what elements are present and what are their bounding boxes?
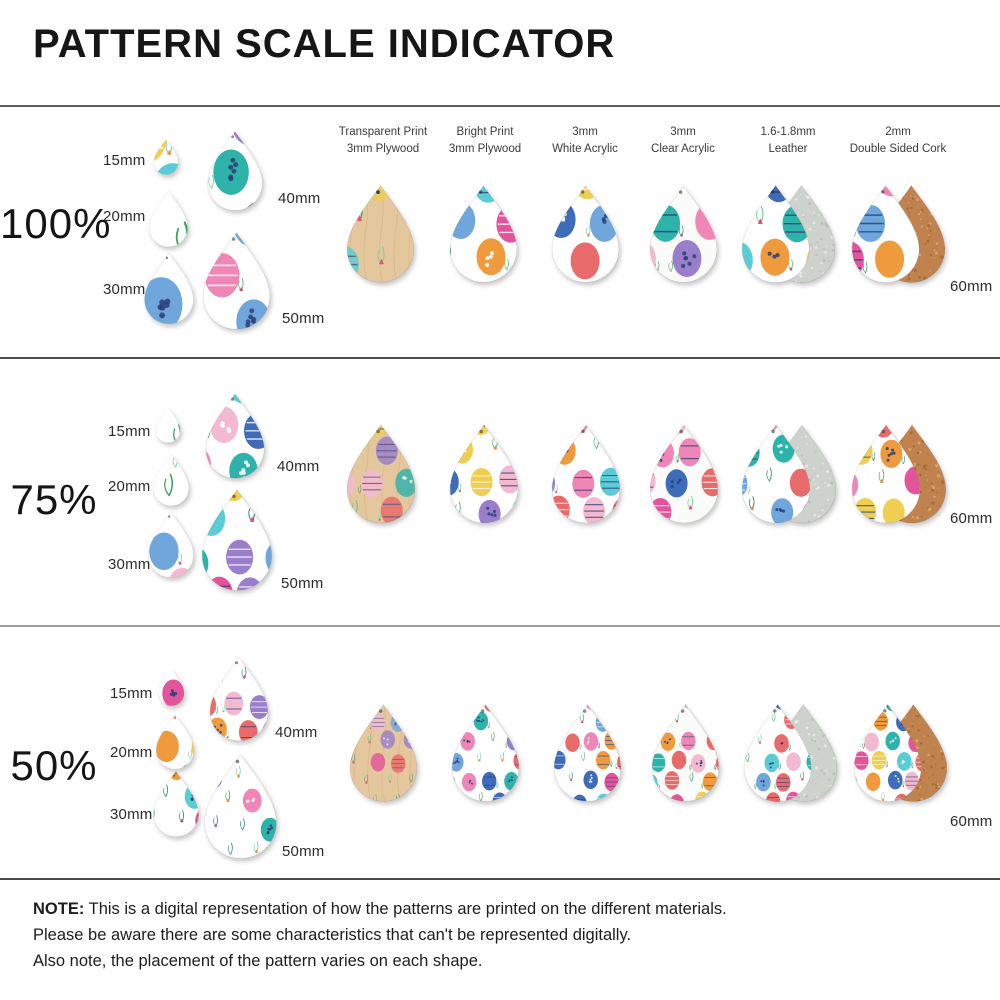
size-label-40mm: 40mm xyxy=(278,190,321,207)
header-line: 3mm xyxy=(670,126,696,138)
size-label-20mm: 20mm xyxy=(110,744,153,761)
size-label-60mm: 60mm xyxy=(950,813,993,830)
teardrop-30mm xyxy=(152,770,200,843)
scale-label-50: 50% xyxy=(10,742,98,789)
size-label-50mm: 50mm xyxy=(282,310,325,327)
sample-bright-plywood xyxy=(448,172,519,301)
sample-transparent-plywood xyxy=(345,172,416,301)
teardrop-40mm xyxy=(207,656,271,747)
teardrop-20mm xyxy=(152,453,190,512)
size-label-50mm: 50mm xyxy=(281,575,324,592)
sample-cork xyxy=(850,410,948,543)
page-title: PATTERN SCALE INDICATOR xyxy=(33,22,616,66)
header-line: 3mm Plywood xyxy=(346,142,420,155)
size-label-50mm: 50mm xyxy=(282,843,325,860)
sample-cork xyxy=(852,690,949,821)
sample-white-acrylic xyxy=(550,172,621,301)
column-header-clear-acrylic: 3mm Clear Acrylic xyxy=(618,124,748,157)
scale-label-100: 100% xyxy=(0,200,112,247)
size-label-40mm: 40mm xyxy=(275,724,318,741)
note-label: NOTE: xyxy=(33,900,85,918)
header-line: Bright Print xyxy=(456,126,514,138)
teardrop-50mm xyxy=(200,485,274,600)
sample-white-acrylic xyxy=(550,410,622,543)
header-line: Transparent Print xyxy=(338,126,428,138)
column-header-bright-plywood: Bright Print 3mm Plywood xyxy=(420,124,550,157)
sample-bright-plywood xyxy=(448,410,520,543)
column-header-leather: 1.6-1.8mm Leather xyxy=(723,124,853,157)
size-label-20mm: 20mm xyxy=(108,478,151,495)
teardrop-15mm xyxy=(158,668,185,712)
column-header-cork: 2mm Double Sided Cork xyxy=(833,124,963,157)
sample-transparent-plywood xyxy=(345,410,417,543)
sample-clear-acrylic xyxy=(648,172,719,301)
teardrop-20mm xyxy=(148,190,189,253)
size-label-15mm: 15mm xyxy=(103,152,146,169)
header-line: Double Sided Cork xyxy=(849,142,947,155)
teardrop-15mm xyxy=(153,138,179,181)
size-label-60mm: 60mm xyxy=(950,510,993,527)
sample-bright-plywood xyxy=(450,690,521,821)
sample-leather xyxy=(742,690,839,821)
teardrop-50mm xyxy=(202,753,279,865)
header-line: White Acrylic xyxy=(552,142,618,155)
divider xyxy=(0,357,1000,359)
header-line: 2mm xyxy=(885,126,911,138)
note: NOTE: This is a digital representation o… xyxy=(33,896,727,974)
teardrop-20mm xyxy=(155,714,195,775)
column-header-transparent-plywood: Transparent Print 3mm Plywood xyxy=(318,124,448,157)
sample-transparent-plywood xyxy=(348,690,419,821)
note-line-1: NOTE: This is a digital representation o… xyxy=(33,896,727,922)
teardrop-50mm xyxy=(201,226,272,341)
sample-clear-acrylic xyxy=(650,690,721,821)
teardrop-15mm xyxy=(155,406,181,449)
size-label-15mm: 15mm xyxy=(110,685,153,702)
note-line-3: Also note, the placement of the pattern … xyxy=(33,952,483,970)
teardrop-40mm xyxy=(204,391,266,486)
teardrop-30mm xyxy=(147,508,195,587)
size-label-15mm: 15mm xyxy=(108,423,151,440)
size-label-20mm: 20mm xyxy=(103,208,146,225)
sample-clear-acrylic xyxy=(648,410,720,543)
divider xyxy=(0,625,1000,627)
header-line: Clear Acrylic xyxy=(651,142,715,155)
sample-leather xyxy=(740,172,837,301)
size-label-30mm: 30mm xyxy=(110,806,153,823)
note-line-2: Please be aware there are some character… xyxy=(33,926,632,944)
scale-label-75: 75% xyxy=(10,476,98,523)
header-line: 3mm xyxy=(572,126,598,138)
header-line: 1.6-1.8mm xyxy=(760,126,816,138)
column-header-white-acrylic: 3mm White Acrylic xyxy=(520,124,650,157)
header-line: Leather xyxy=(768,142,808,155)
size-label-60mm: 60mm xyxy=(950,278,993,295)
sample-cork xyxy=(850,172,947,301)
note-text: This is a digital representation of how … xyxy=(88,900,727,918)
size-label-30mm: 30mm xyxy=(103,281,146,298)
header-line: 3mm Plywood xyxy=(448,142,522,155)
divider xyxy=(0,105,1000,107)
sample-leather xyxy=(740,410,838,543)
teardrop-30mm xyxy=(143,251,195,331)
sample-white-acrylic xyxy=(552,690,623,821)
divider xyxy=(0,878,1000,880)
size-label-30mm: 30mm xyxy=(108,556,151,573)
teardrop-40mm xyxy=(206,126,264,221)
size-label-40mm: 40mm xyxy=(277,458,320,475)
